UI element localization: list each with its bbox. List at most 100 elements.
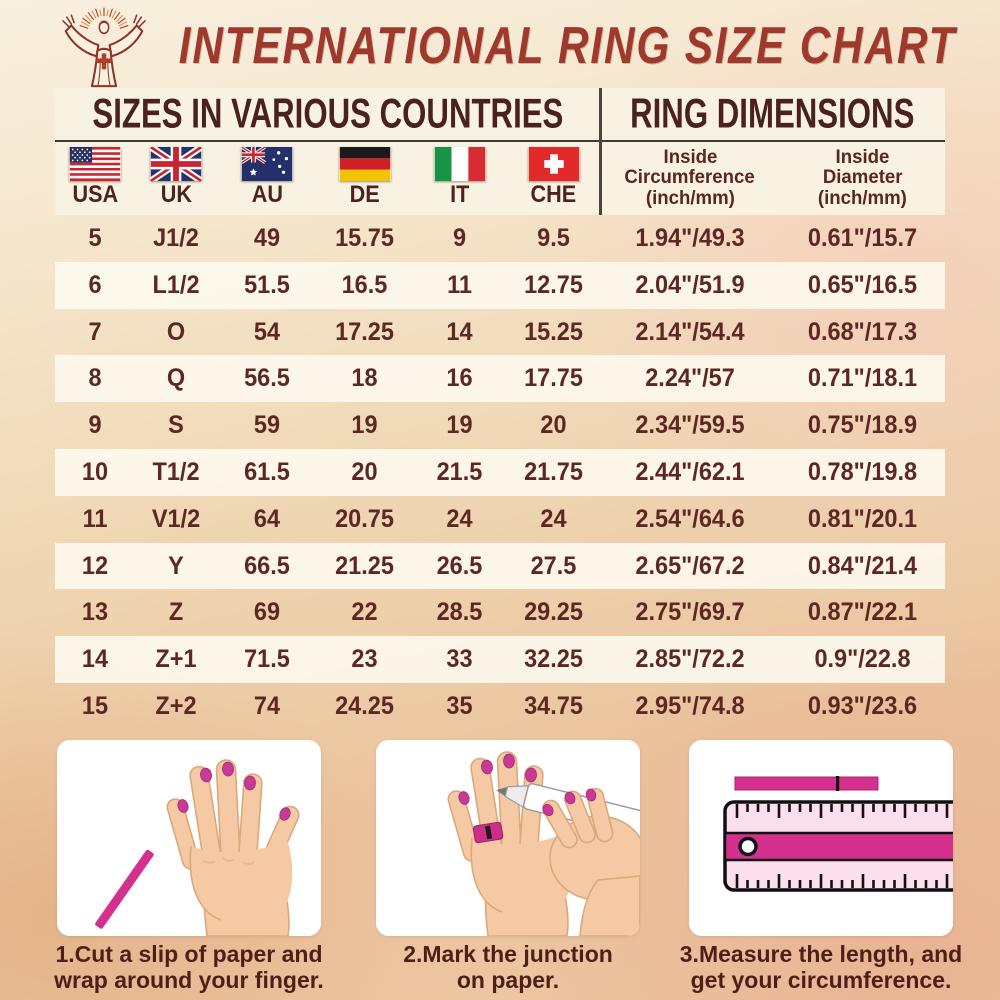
table-cell: S bbox=[168, 411, 184, 440]
table-cell: 28.5 bbox=[436, 598, 483, 627]
table-cell: 20 bbox=[540, 411, 567, 440]
table-cell: 11 bbox=[82, 504, 108, 533]
table-cell: Z+2 bbox=[155, 691, 197, 720]
table-cell: 0.87"/22.1 bbox=[807, 598, 918, 627]
table-row: 6 L1/2 51.5 16.5 11 12.75 2.04"/51.9 0.65"/16.5 bbox=[55, 261, 945, 309]
table-cell: 20 bbox=[351, 457, 378, 486]
group-header-row: SIZES IN VARIOUS COUNTRIES RING DIMENSIO… bbox=[55, 88, 945, 140]
table-cell: 1.94"/49.3 bbox=[635, 224, 745, 252]
table-cell: 2.24"/57 bbox=[645, 364, 735, 393]
column-header-it: IT bbox=[412, 142, 507, 215]
hand-with-paper-strip-icon bbox=[57, 740, 321, 936]
table-cell: 15.25 bbox=[524, 317, 583, 346]
flag-label: IT bbox=[449, 181, 470, 208]
table-cell: 59 bbox=[253, 411, 281, 440]
table-row: 10 T1/2 61.5 20 21.5 21.75 2.44"/62.1 0.78"/19.… bbox=[55, 448, 945, 496]
table-cell: 21.5 bbox=[436, 457, 483, 486]
instruction-step-2-panel bbox=[376, 740, 640, 936]
table-cell: 21.25 bbox=[335, 551, 394, 580]
group-header-countries: SIZES IN VARIOUS COUNTRIES bbox=[92, 90, 563, 137]
size-chart-table: SIZES IN VARIOUS COUNTRIES RING DIMENSIO… bbox=[55, 88, 945, 720]
table-cell: 24.25 bbox=[335, 691, 394, 720]
group-header-dimensions: RING DIMENSIONS bbox=[630, 90, 915, 137]
table-cell: T1/2 bbox=[152, 457, 200, 486]
page-title: INTERNATIONAL RING SIZE CHART bbox=[178, 15, 957, 75]
table-cell: 26.5 bbox=[436, 551, 483, 580]
table-cell: 22 bbox=[351, 598, 378, 627]
table-cell: O bbox=[166, 317, 186, 346]
table-cell: 0.68"/17.3 bbox=[807, 317, 918, 346]
instruction-step-2-caption: 2.Mark the junction on paper. bbox=[403, 941, 613, 993]
measuring-instructions: 1.Cut a slip of paper and wrap around yo… bbox=[0, 736, 1000, 1000]
column-header-inside-diameter: Inside Diameter (inch/mm) bbox=[818, 146, 907, 209]
table-cell: 71.5 bbox=[244, 645, 290, 674]
flag-label: DE bbox=[349, 181, 380, 208]
flag-label: CHE bbox=[530, 181, 577, 208]
table-cell: 14 bbox=[446, 317, 473, 346]
table-cell: 2.95"/74.8 bbox=[635, 691, 745, 720]
table-cell: 0.81"/20.1 bbox=[807, 504, 918, 533]
table-cell: 54 bbox=[253, 317, 281, 346]
jesus-logo-icon bbox=[62, 7, 146, 88]
table-cell: Z bbox=[168, 598, 184, 627]
hand-marking-pen-icon bbox=[376, 740, 640, 936]
table-cell: 20.75 bbox=[335, 504, 394, 533]
italy-flag-icon bbox=[434, 147, 485, 181]
instruction-step-3-panel bbox=[689, 740, 953, 936]
table-cell: 32.25 bbox=[524, 645, 583, 674]
table-cell: 74 bbox=[253, 691, 281, 720]
table-cell: 19 bbox=[446, 411, 473, 440]
table-cell: 27.5 bbox=[530, 551, 577, 580]
table-cell: 16.5 bbox=[341, 270, 388, 299]
table-cell: 2.14"/54.4 bbox=[635, 317, 745, 346]
table-cell: 2.65"/67.2 bbox=[635, 551, 745, 580]
table-cell: Y bbox=[168, 551, 184, 580]
table-cell: 16 bbox=[446, 364, 473, 393]
table-cell: 61.5 bbox=[244, 457, 290, 486]
table-cell: 15.75 bbox=[335, 224, 394, 252]
table-cell: 51.5 bbox=[244, 270, 290, 299]
table-cell: 0.84"/21.4 bbox=[807, 551, 918, 580]
table-cell: 24 bbox=[446, 504, 473, 533]
table-cell: 0.9"/22.8 bbox=[814, 645, 911, 674]
table-cell: 6 bbox=[88, 270, 102, 299]
table-cell: 9.5 bbox=[537, 224, 570, 252]
table-cell: L1/2 bbox=[152, 270, 200, 299]
column-header-che: CHE bbox=[507, 142, 600, 215]
instruction-step-1-panel bbox=[57, 740, 321, 936]
table-cell: 9 bbox=[452, 224, 467, 252]
table-cell: 15 bbox=[81, 691, 109, 720]
table-cell: 0.75"/18.9 bbox=[807, 411, 918, 440]
table-row: 12 Y 66.5 21.25 26.5 27.5 2.65"/67.2 0.84"/21.4 bbox=[55, 542, 945, 590]
germany-flag-icon bbox=[339, 147, 390, 181]
table-row: 7 O 54 17.25 14 15.25 2.14"/54.4 0.68"/17.3 bbox=[55, 309, 945, 356]
table-cell: 10 bbox=[81, 457, 109, 486]
table-cell: 12.75 bbox=[524, 270, 583, 299]
table-cell: 33 bbox=[446, 645, 473, 674]
table-cell: 13 bbox=[81, 598, 109, 627]
table-cell: 11 bbox=[447, 270, 472, 299]
table-row: 9 S 59 19 19 20 2.34"/59.5 0.75"/18.9 bbox=[55, 402, 945, 449]
table-cell: 23 bbox=[351, 645, 378, 674]
table-cell: 56.5 bbox=[244, 364, 290, 393]
header-vertical-divider bbox=[599, 88, 602, 215]
table-cell: J1/2 bbox=[153, 224, 199, 252]
table-cell: 29.25 bbox=[524, 598, 583, 627]
table-cell: 0.65"/16.5 bbox=[807, 270, 918, 299]
table-row: 13 Z 69 22 28.5 29.25 2.75"/69.7 0.87"/22.1 bbox=[55, 589, 945, 636]
table-cell: 14 bbox=[81, 645, 109, 674]
table-row: 14 Z+1 71.5 23 33 32.25 2.85"/72.2 0.9"/22.8 bbox=[55, 636, 945, 683]
table-cell: Q bbox=[166, 364, 186, 393]
table-cell: 7 bbox=[88, 317, 102, 346]
table-cell: 17.75 bbox=[524, 364, 583, 393]
ruler-measure-strip-icon bbox=[689, 740, 953, 936]
masthead: INTERNATIONAL RING SIZE CHART bbox=[0, 0, 1000, 88]
column-header-au: AU bbox=[217, 142, 317, 215]
table-row: 5 J1/2 49 15.75 9 9.5 1.94"/49.3 0.61"/15.7 bbox=[55, 215, 945, 262]
switzerland-flag-icon bbox=[528, 147, 579, 181]
uk-flag-icon bbox=[150, 147, 202, 181]
column-header-uk: UK bbox=[135, 142, 217, 215]
table-cell: 2.44"/62.1 bbox=[635, 457, 745, 486]
flag-label: AU bbox=[251, 181, 283, 208]
table-cell: 2.54"/64.6 bbox=[635, 504, 745, 533]
